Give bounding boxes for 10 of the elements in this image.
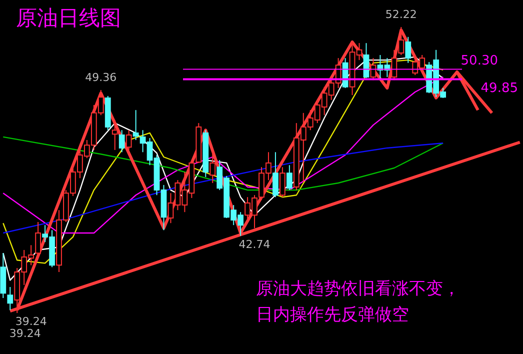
ref-line-label: 50.30 bbox=[460, 53, 498, 68]
annotation: 日内操作先反弹做空 bbox=[256, 305, 409, 325]
chart-title: 原油日线图 bbox=[16, 6, 121, 30]
annotation: 49.36 bbox=[85, 71, 117, 84]
text: 39.24 bbox=[15, 315, 47, 328]
annotation: 52.22 bbox=[385, 8, 417, 21]
ref-line-label: 49.85 bbox=[480, 81, 518, 96]
text: 39.24 bbox=[9, 327, 41, 340]
annotation: 原油大趋势依旧看涨不变， bbox=[256, 279, 460, 299]
annotation: 42.74 bbox=[238, 238, 270, 251]
